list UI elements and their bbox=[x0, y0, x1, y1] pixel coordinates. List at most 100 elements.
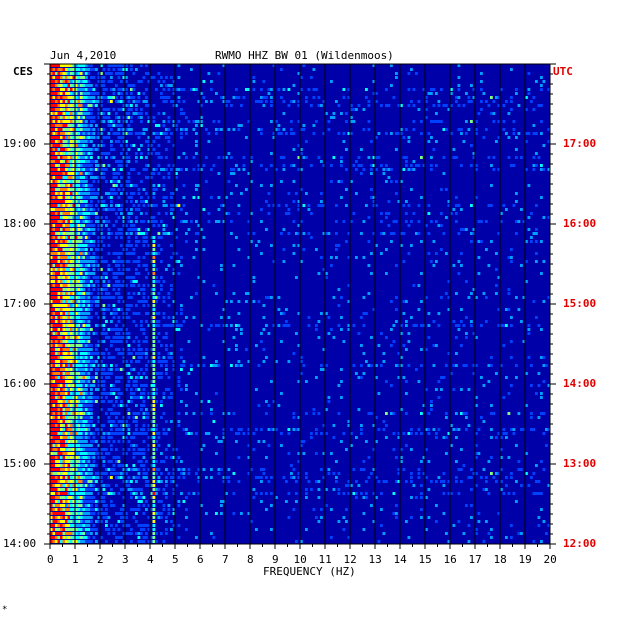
heatmap-cell bbox=[122, 356, 126, 359]
heatmap-cell bbox=[262, 360, 266, 363]
heatmap-cell bbox=[105, 72, 108, 75]
heatmap-cell bbox=[57, 84, 61, 87]
heatmap-cell bbox=[125, 156, 128, 159]
heatmap-cell bbox=[85, 468, 88, 471]
heatmap-cell bbox=[57, 96, 61, 99]
heatmap-cell bbox=[122, 476, 126, 479]
heatmap-cell bbox=[115, 260, 118, 263]
heatmap-cell bbox=[177, 456, 181, 459]
heatmap-cell bbox=[357, 408, 361, 411]
heatmap-cell bbox=[292, 412, 296, 415]
heatmap-cell bbox=[522, 220, 526, 223]
heatmap-cell bbox=[52, 404, 56, 407]
heatmap-cell bbox=[65, 96, 68, 99]
heatmap-cell bbox=[165, 344, 168, 347]
heatmap-cell bbox=[145, 140, 148, 143]
heatmap-cell bbox=[160, 400, 163, 403]
heatmap-cell bbox=[110, 368, 113, 371]
heatmap-cell bbox=[172, 164, 176, 167]
heatmap-cell bbox=[157, 332, 161, 335]
heatmap-cell bbox=[325, 432, 328, 435]
heatmap-cell bbox=[105, 332, 108, 335]
heatmap-cell bbox=[197, 276, 201, 279]
heatmap-cell bbox=[107, 280, 111, 283]
heatmap-cell bbox=[380, 252, 383, 255]
heatmap-cell bbox=[310, 432, 313, 435]
heatmap-cell bbox=[112, 424, 116, 427]
heatmap-cell bbox=[337, 180, 341, 183]
heatmap-cell bbox=[127, 160, 131, 163]
heatmap-cell bbox=[72, 92, 76, 95]
heatmap-cell bbox=[82, 84, 86, 87]
heatmap-cell bbox=[210, 412, 213, 415]
heatmap-cell bbox=[90, 284, 93, 287]
heatmap-cell bbox=[522, 340, 526, 343]
heatmap-cell bbox=[85, 368, 88, 371]
heatmap-cell bbox=[70, 400, 73, 403]
heatmap-cell bbox=[80, 272, 83, 275]
heatmap-cell bbox=[455, 428, 458, 431]
heatmap-cell bbox=[102, 464, 106, 467]
heatmap-cell bbox=[162, 296, 166, 299]
heatmap-cell bbox=[50, 380, 53, 383]
heatmap-cell bbox=[300, 152, 303, 155]
heatmap-cell bbox=[277, 132, 281, 135]
heatmap-cell bbox=[442, 484, 446, 487]
heatmap-cell bbox=[60, 276, 63, 279]
heatmap-cell bbox=[65, 372, 68, 375]
heatmap-cell bbox=[150, 152, 153, 155]
heatmap-cell bbox=[90, 128, 93, 131]
heatmap-cell bbox=[100, 400, 103, 403]
heatmap-cell bbox=[152, 488, 156, 491]
heatmap-cell bbox=[517, 220, 521, 223]
heatmap-cell bbox=[67, 360, 71, 363]
heatmap-cell bbox=[172, 360, 176, 363]
heatmap-cell bbox=[542, 216, 546, 219]
heatmap-cell bbox=[72, 112, 76, 115]
heatmap-cell bbox=[85, 352, 88, 355]
heatmap-cell bbox=[97, 100, 101, 103]
heatmap-cell bbox=[157, 432, 161, 435]
heatmap-cell bbox=[330, 264, 333, 267]
heatmap-cell bbox=[155, 428, 158, 431]
heatmap-cell bbox=[540, 76, 543, 79]
heatmap-cell bbox=[55, 468, 58, 471]
heatmap-cell bbox=[502, 120, 506, 123]
heatmap-cell bbox=[225, 156, 228, 159]
heatmap-cell bbox=[155, 132, 158, 135]
heatmap-cell bbox=[322, 232, 326, 235]
heatmap-cell bbox=[407, 72, 411, 75]
heatmap-cell bbox=[120, 472, 123, 475]
heatmap-cell bbox=[280, 96, 283, 99]
heatmap-cell bbox=[402, 312, 406, 315]
heatmap-cell bbox=[237, 212, 241, 215]
heatmap-cell bbox=[172, 480, 176, 483]
heatmap-cell bbox=[125, 112, 128, 115]
heatmap-cell bbox=[115, 448, 118, 451]
heatmap-cell bbox=[115, 412, 118, 415]
heatmap-cell bbox=[82, 384, 86, 387]
heatmap-cell bbox=[60, 140, 63, 143]
heatmap-cell bbox=[80, 312, 83, 315]
heatmap-cell bbox=[95, 344, 98, 347]
heatmap-cell bbox=[90, 168, 93, 171]
heatmap-cell bbox=[142, 456, 146, 459]
heatmap-cell bbox=[535, 152, 538, 155]
heatmap-cell bbox=[450, 372, 453, 375]
heatmap-cell bbox=[57, 116, 61, 119]
heatmap-cell bbox=[130, 284, 133, 287]
heatmap-cell bbox=[57, 488, 61, 491]
heatmap-cell bbox=[70, 200, 73, 203]
heatmap-cell bbox=[50, 368, 53, 371]
heatmap-cell bbox=[87, 324, 91, 327]
heatmap-cell bbox=[145, 356, 148, 359]
heatmap-cell bbox=[50, 420, 53, 423]
heatmap-cell bbox=[200, 116, 203, 119]
heatmap-cell bbox=[430, 480, 433, 483]
heatmap-cell bbox=[52, 180, 56, 183]
heatmap-cell bbox=[152, 168, 156, 171]
heatmap-cell bbox=[125, 472, 128, 475]
heatmap-cell bbox=[125, 92, 128, 95]
heatmap-cell bbox=[72, 212, 76, 215]
heatmap-cell bbox=[132, 412, 136, 415]
